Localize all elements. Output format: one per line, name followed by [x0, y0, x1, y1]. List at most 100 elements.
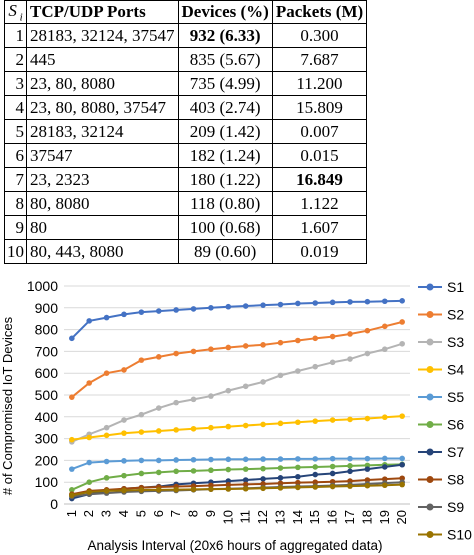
legend-label: S7 [447, 444, 464, 460]
data-point-s1 [225, 303, 232, 310]
y-tick-label: 300 [35, 431, 59, 447]
table-row: 2 445 835 (5.67) 7.687 [4, 47, 368, 73]
data-point-s10 [260, 485, 266, 492]
row-packets: 0.007 [271, 119, 368, 145]
data-point-s2 [138, 357, 145, 363]
data-point-s1 [173, 307, 179, 313]
data-point-s6 [295, 464, 301, 471]
legend-label: S4 [447, 362, 464, 378]
data-point-s3 [399, 340, 405, 347]
row-packets: 1.607 [271, 215, 368, 241]
data-point-s1 [121, 311, 127, 318]
data-point-s2 [242, 343, 249, 349]
x-tick-labels: 1 2 3 4 5 6 7 8 9 10 11 12 13 14 15 16 17 18 19 20 [64, 510, 409, 524]
data-point-s1 [155, 308, 162, 314]
y-tick-label: 100 [35, 474, 59, 490]
x-tick-label: 9 [203, 510, 218, 517]
x-tick-label: 11 [238, 510, 253, 524]
data-point-s10 [364, 482, 371, 489]
series-line-s4 [71, 415, 403, 441]
data-point-s10 [225, 486, 232, 492]
data-point-s10 [69, 492, 75, 499]
data-point-s2 [155, 354, 162, 360]
row-ports: 28183, 32124, 37547 [26, 23, 179, 49]
y-tick-label: 200 [35, 452, 59, 468]
table-row: 4 23, 80, 8080, 37547 403 (2.74) 15.809 [4, 95, 368, 121]
x-tick-label: 4 [116, 510, 131, 517]
data-point-s10 [381, 482, 388, 489]
data-point-s5 [381, 455, 388, 462]
row-devices: 209 (1.42) [177, 119, 273, 145]
data-point-s7 [364, 466, 371, 472]
legend-marker [426, 283, 434, 291]
row-devices: 89 (0.60) [177, 239, 273, 265]
legend-marker [426, 421, 434, 428]
row-devices: 403 (2.74) [177, 95, 273, 121]
chart-grid [64, 285, 410, 505]
data-point-s6 [277, 465, 284, 471]
series-line-s2 [71, 321, 403, 398]
row-index: 3 [4, 71, 27, 97]
data-point-s8 [295, 479, 301, 486]
row-packets: 15.809 [271, 95, 368, 121]
header-devices: Devices (%) [177, 0, 273, 25]
data-point-s1 [347, 299, 353, 305]
x-tick-label: 5 [133, 510, 148, 517]
data-point-s1 [86, 318, 93, 324]
chart-legend: S1 S2 S3 S4 S5 S6 S7 S8 S9 S10 [418, 279, 472, 543]
data-point-s2 [173, 350, 179, 357]
data-point-s2 [295, 337, 301, 344]
row-ports: 23, 80, 8080 [26, 71, 179, 97]
x-tick-label: 20 [394, 510, 409, 524]
x-tick-label: 12 [255, 510, 270, 524]
data-point-s2 [69, 394, 75, 400]
data-point-s10 [242, 485, 249, 492]
data-point-s3 [242, 383, 249, 390]
data-point-s7 [329, 470, 336, 477]
row-ports: 80, 8080 [26, 191, 179, 217]
data-point-s6 [208, 467, 214, 474]
data-point-s8 [364, 477, 371, 483]
series-line-s1 [71, 299, 403, 340]
data-point-s6 [242, 466, 249, 472]
data-point-s2 [121, 367, 127, 373]
table-header-row: S i TCP/UDP Ports Devices (%) Packets (M… [4, 0, 368, 25]
data-point-s6 [138, 470, 145, 477]
data-point-s10 [173, 486, 179, 493]
data-point-s2 [347, 331, 353, 337]
series-lines [69, 298, 405, 502]
data-point-s1 [399, 298, 405, 304]
data-point-s6 [225, 466, 232, 473]
row-index: 6 [4, 143, 27, 169]
data-point-s7 [242, 477, 249, 483]
row-devices: 100 (0.68) [177, 215, 273, 241]
row-packets: 0.015 [271, 143, 368, 169]
data-point-s2 [225, 344, 232, 351]
data-point-s10 [277, 485, 284, 491]
data-point-s3 [173, 399, 179, 406]
legend-label: S3 [447, 334, 464, 350]
table-row: 5 28183, 32124 209 (1.42) 0.007 [4, 119, 368, 145]
row-devices: 835 (5.67) [177, 47, 273, 73]
data-point-s6 [121, 472, 127, 479]
table-row: 6 37547 182 (1.24) 0.015 [4, 143, 368, 169]
header-si: S i [4, 0, 27, 25]
data-point-s1 [312, 300, 319, 306]
legend-marker [426, 531, 434, 538]
data-point-s2 [190, 348, 197, 355]
data-point-s6 [312, 464, 319, 470]
data-point-s4 [399, 413, 405, 419]
row-index: 5 [4, 119, 27, 145]
header-ports: TCP/UDP Ports [26, 0, 179, 25]
table-row: 9 80 100 (0.68) 1.607 [4, 215, 368, 241]
x-tick-label: 13 [272, 510, 287, 524]
legend-label: S8 [447, 472, 464, 488]
data-point-s5 [155, 457, 162, 464]
data-point-s7 [277, 475, 284, 481]
row-ports: 37547 [26, 143, 179, 169]
data-point-s1 [381, 298, 388, 305]
data-point-s5 [277, 456, 284, 462]
data-point-s2 [312, 335, 319, 342]
row-index: 2 [4, 47, 27, 73]
